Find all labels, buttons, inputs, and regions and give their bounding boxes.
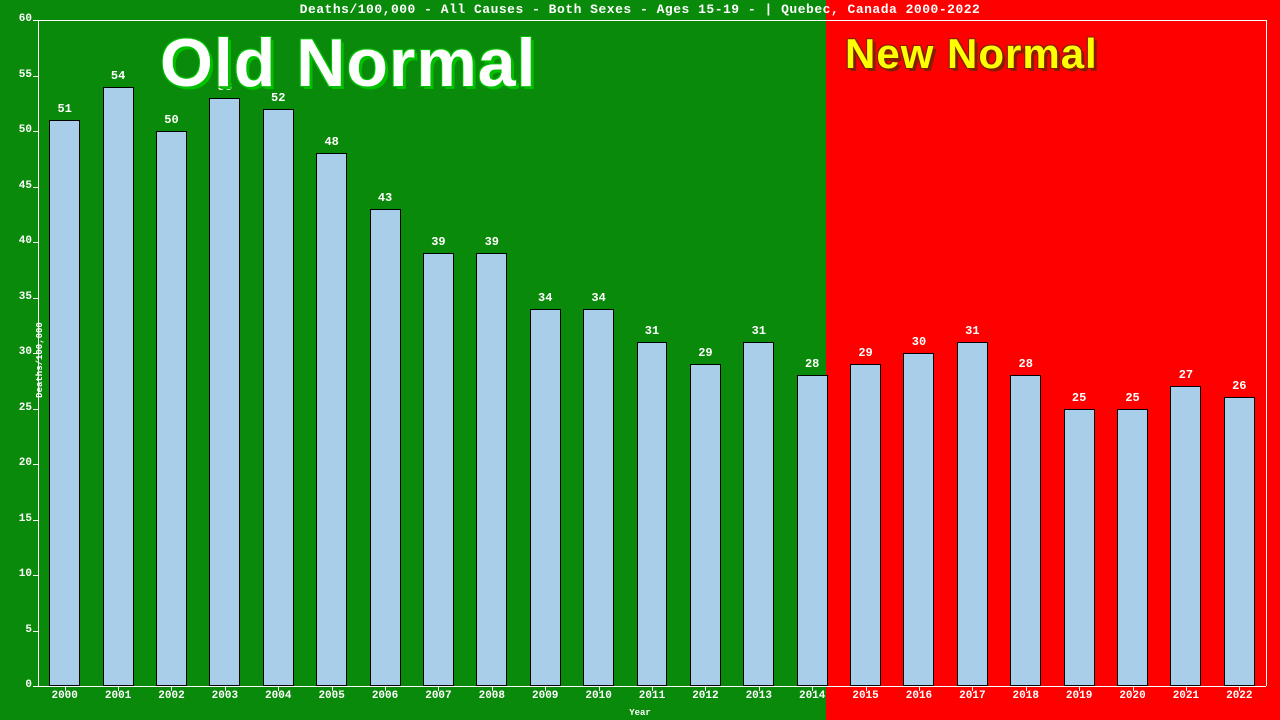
x-tick-label: 2018	[1013, 690, 1039, 702]
y-tick-label: 30	[8, 346, 32, 358]
y-axis-label: Deaths/100,000	[35, 322, 45, 398]
bar-value-label: 28	[1019, 357, 1033, 371]
x-tick-label: 2008	[479, 690, 505, 702]
bar	[263, 109, 294, 686]
x-tick-label: 2021	[1173, 690, 1199, 702]
bar	[476, 253, 507, 686]
bar-value-label: 43	[378, 191, 392, 205]
chart-container: Deaths/100,000 - All Causes - Both Sexes…	[0, 0, 1280, 720]
y-tick-label: 60	[8, 13, 32, 25]
overlay-old-normal: Old Normal	[160, 24, 537, 102]
x-tick-label: 2011	[639, 690, 665, 702]
bar-value-label: 39	[485, 235, 499, 249]
x-tick-label: 2002	[158, 690, 184, 702]
bar-value-label: 25	[1125, 391, 1139, 405]
y-tick-label: 40	[8, 235, 32, 247]
bar-value-label: 39	[431, 235, 445, 249]
bar-value-label: 27	[1179, 368, 1193, 382]
y-tick-label: 20	[8, 457, 32, 469]
bar-value-label: 54	[111, 69, 125, 83]
x-tick-label: 2014	[799, 690, 825, 702]
y-tick-label: 5	[8, 624, 32, 636]
bar-value-label: 30	[912, 335, 926, 349]
bar-value-label: 48	[324, 135, 338, 149]
overlay-new-normal: New Normal	[845, 30, 1098, 78]
x-tick-label: 2017	[959, 690, 985, 702]
bar	[957, 342, 988, 686]
x-tick-label: 2010	[585, 690, 611, 702]
bar-value-label: 29	[698, 346, 712, 360]
x-tick-label: 2001	[105, 690, 131, 702]
bar-value-label: 51	[57, 102, 71, 116]
y-tick-label: 10	[8, 568, 32, 580]
bar	[156, 131, 187, 686]
y-tick-label: 50	[8, 124, 32, 136]
y-tick-label: 25	[8, 402, 32, 414]
bar-value-label: 25	[1072, 391, 1086, 405]
bar	[1170, 386, 1201, 686]
bar	[583, 309, 614, 686]
x-tick-label: 2015	[852, 690, 878, 702]
bar-value-label: 34	[538, 291, 552, 305]
x-tick-label: 2007	[425, 690, 451, 702]
bar-value-label: 26	[1232, 379, 1246, 393]
bar-value-label: 50	[164, 113, 178, 127]
x-tick-label: 2012	[692, 690, 718, 702]
x-axis-label: Year	[0, 708, 1280, 718]
bar	[1224, 397, 1255, 686]
y-tick-label: 55	[8, 69, 32, 81]
x-tick-label: 2004	[265, 690, 291, 702]
y-tick-label: 0	[8, 679, 32, 691]
bar	[690, 364, 721, 686]
bar-value-label: 28	[805, 357, 819, 371]
chart-title: Deaths/100,000 - All Causes - Both Sexes…	[0, 2, 1280, 17]
bar-value-label: 31	[645, 324, 659, 338]
bar	[743, 342, 774, 686]
bar	[903, 353, 934, 686]
x-tick-label: 2003	[212, 690, 238, 702]
bar	[1064, 409, 1095, 687]
x-tick-label: 2013	[746, 690, 772, 702]
bar-value-label: 34	[591, 291, 605, 305]
x-tick-label: 2006	[372, 690, 398, 702]
bar-value-label: 29	[858, 346, 872, 360]
bar	[1117, 409, 1148, 687]
bar	[209, 98, 240, 686]
x-tick-label: 2016	[906, 690, 932, 702]
bar-value-label: 31	[752, 324, 766, 338]
bar	[850, 364, 881, 686]
bar	[797, 375, 828, 686]
bar-value-label: 31	[965, 324, 979, 338]
x-tick-label: 2020	[1119, 690, 1145, 702]
x-tick-label: 2009	[532, 690, 558, 702]
x-tick-label: 2019	[1066, 690, 1092, 702]
bar	[1010, 375, 1041, 686]
bar	[370, 209, 401, 686]
bar	[49, 120, 80, 686]
bar	[103, 87, 134, 686]
y-tick-label: 45	[8, 180, 32, 192]
y-tick-label: 35	[8, 291, 32, 303]
x-tick-label: 2005	[318, 690, 344, 702]
bar	[637, 342, 668, 686]
bar	[423, 253, 454, 686]
x-tick-label: 2000	[51, 690, 77, 702]
bar	[316, 153, 347, 686]
bar	[530, 309, 561, 686]
x-tick-label: 2022	[1226, 690, 1252, 702]
y-tick-label: 15	[8, 513, 32, 525]
